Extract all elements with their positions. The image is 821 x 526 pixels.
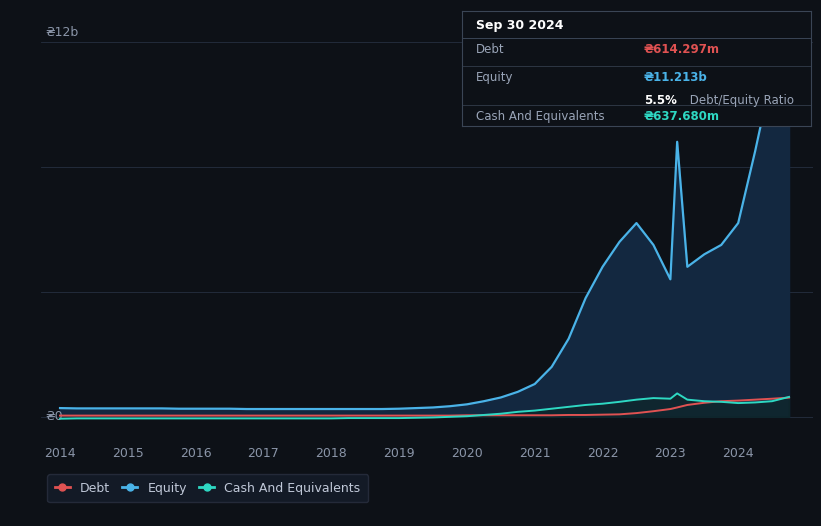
Legend: Debt, Equity, Cash And Equivalents: Debt, Equity, Cash And Equivalents [48, 474, 368, 502]
Text: Sep 30 2024: Sep 30 2024 [476, 18, 564, 32]
Text: Debt/Equity Ratio: Debt/Equity Ratio [686, 94, 794, 107]
Text: ₴11.213b: ₴11.213b [644, 70, 708, 84]
Text: Debt: Debt [476, 43, 505, 56]
Text: ₴0: ₴0 [45, 410, 62, 423]
Text: ₴637.680m: ₴637.680m [644, 110, 720, 123]
Text: Cash And Equivalents: Cash And Equivalents [476, 110, 605, 123]
Text: Equity: Equity [476, 70, 514, 84]
Text: 5.5%: 5.5% [644, 94, 677, 107]
Text: ₴12b: ₴12b [45, 26, 78, 38]
Text: ₴614.297m: ₴614.297m [644, 43, 720, 56]
